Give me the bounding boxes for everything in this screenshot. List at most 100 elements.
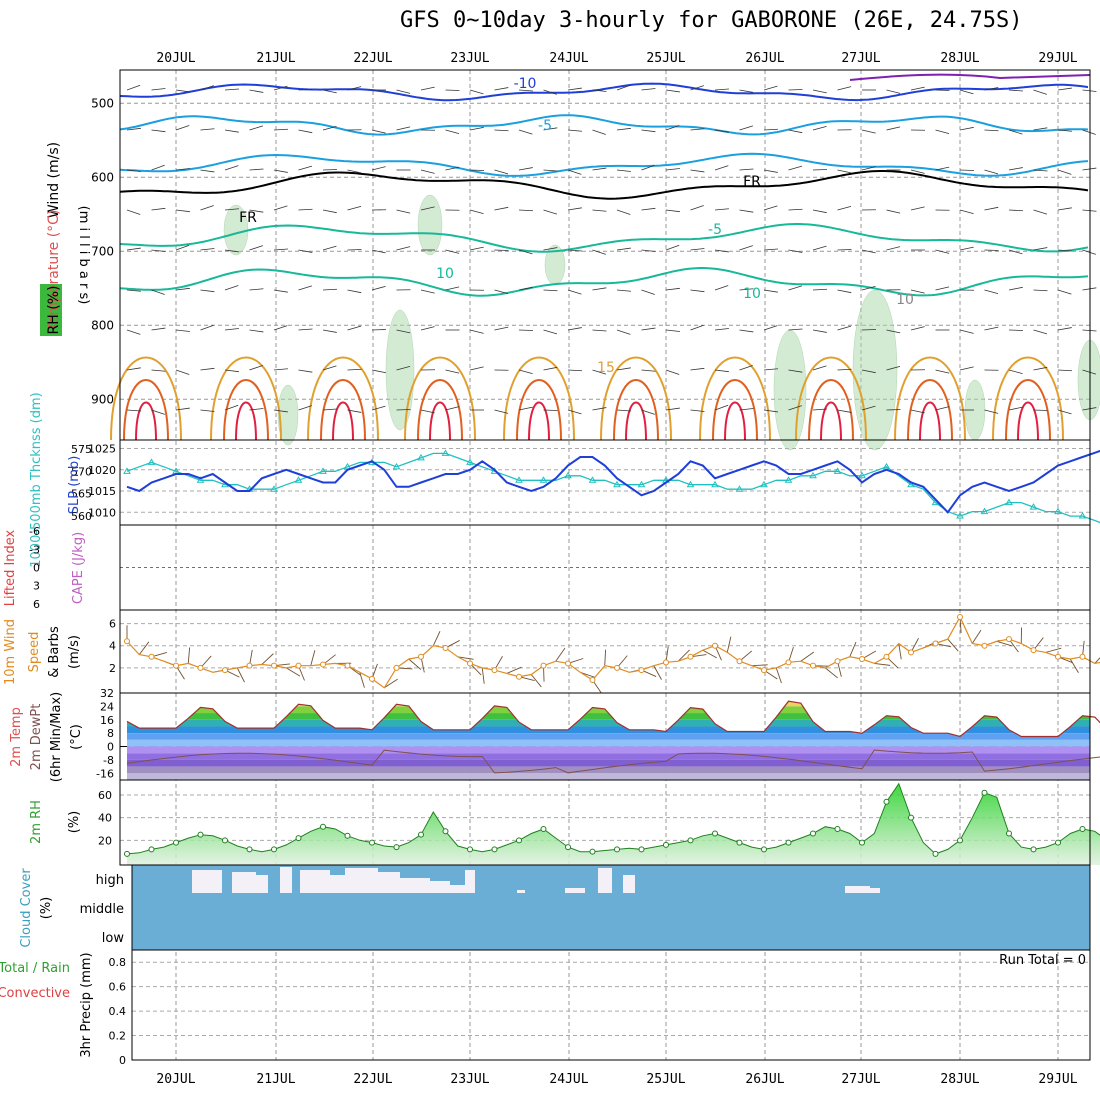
temp-band bbox=[127, 766, 1090, 774]
temp-contour-25 bbox=[528, 401, 550, 441]
label-cloud-unit: (%) bbox=[39, 897, 54, 920]
wind-barb bbox=[494, 87, 509, 91]
temp-contour-25 bbox=[919, 401, 941, 441]
thickness-tick: 570 bbox=[71, 465, 92, 478]
temp-contour-15 bbox=[110, 356, 182, 441]
wind-barb bbox=[763, 169, 778, 173]
wind-barb bbox=[959, 89, 974, 95]
wind-barb bbox=[886, 209, 901, 214]
label-speed: Speed bbox=[27, 632, 42, 673]
date-label-top: 22JUL bbox=[353, 51, 392, 66]
rh2m-line-marker bbox=[491, 846, 498, 853]
rh2m-line-marker bbox=[246, 846, 253, 853]
wind-barb bbox=[763, 368, 778, 371]
wind-tick: 2 bbox=[109, 662, 116, 675]
wind-barb bbox=[714, 208, 729, 211]
wind10-speed-line-marker bbox=[540, 662, 547, 669]
wind10-speed-line-marker bbox=[1006, 636, 1012, 643]
wind10-speed-line-marker bbox=[442, 644, 449, 651]
wind10-barb bbox=[310, 650, 316, 666]
wind-barb bbox=[420, 289, 435, 294]
rh-shading bbox=[277, 384, 299, 446]
label-barbs: & Barbs bbox=[47, 626, 62, 678]
wind-barb bbox=[1008, 167, 1023, 171]
wind10-speed-line-marker bbox=[932, 640, 939, 647]
wind-barb bbox=[126, 169, 141, 172]
rh2m-line-marker bbox=[271, 846, 277, 853]
rh-shading bbox=[852, 289, 898, 451]
wind10-speed-line-marker bbox=[859, 656, 865, 663]
wind-barb bbox=[273, 368, 288, 371]
wind-barb bbox=[371, 369, 386, 374]
wind-barb bbox=[812, 209, 827, 214]
wind-barb bbox=[984, 409, 999, 414]
thickness-line-marker bbox=[294, 476, 303, 483]
wind-barb bbox=[739, 168, 754, 171]
wind-barb bbox=[469, 126, 484, 131]
wind10-speed-line-marker bbox=[785, 659, 792, 666]
wind-barb bbox=[837, 205, 852, 211]
label-temperature: Temperature (°C) bbox=[46, 210, 62, 332]
wind-barb bbox=[739, 209, 754, 213]
wind-barb bbox=[567, 409, 582, 415]
wind-barb bbox=[910, 86, 925, 91]
thickness-line-marker bbox=[319, 467, 327, 474]
wind-barb bbox=[151, 129, 166, 133]
wind-barb bbox=[959, 246, 974, 251]
wind-barb bbox=[665, 89, 680, 93]
wind-barb bbox=[224, 249, 239, 253]
wind10-speed-line-marker bbox=[663, 659, 669, 666]
wind-barb bbox=[567, 169, 582, 175]
wind-barb bbox=[592, 129, 606, 135]
cloud-gap bbox=[465, 870, 475, 893]
wind-barb bbox=[935, 406, 950, 411]
wind-barb bbox=[641, 129, 656, 133]
wind-barb bbox=[322, 245, 337, 251]
panel-bg bbox=[120, 610, 1090, 693]
wind-barb bbox=[910, 206, 925, 211]
thickness-line-marker bbox=[809, 471, 817, 479]
temp-contour-15 bbox=[503, 356, 575, 441]
wind-barb bbox=[1033, 169, 1048, 172]
rh2m-line-marker bbox=[222, 837, 228, 844]
temp-contour-25 bbox=[135, 401, 157, 441]
pressure-tick: 800 bbox=[91, 318, 114, 332]
wind-barb bbox=[592, 89, 607, 92]
wind-barb bbox=[788, 285, 803, 291]
wind-barb bbox=[690, 205, 704, 211]
wind-barb bbox=[1033, 127, 1048, 131]
wind-barb bbox=[298, 328, 313, 331]
wind-barb bbox=[469, 209, 484, 215]
temp-band bbox=[127, 739, 1090, 747]
cloud-gap bbox=[450, 885, 465, 893]
wind-barb bbox=[886, 365, 901, 371]
label-rh: RH (%) bbox=[46, 286, 62, 335]
date-label-top: 28JUL bbox=[940, 51, 979, 66]
wind-barb bbox=[592, 249, 606, 255]
li-tick: 6 bbox=[33, 598, 40, 611]
wind-barb bbox=[543, 89, 557, 95]
wind10-speed-line-marker bbox=[124, 638, 130, 645]
wind-barb bbox=[396, 365, 411, 371]
label-thickness: 1000-500mb Thcknss (dm) bbox=[29, 392, 44, 567]
wind-barb bbox=[616, 209, 631, 215]
wind-barb bbox=[543, 329, 558, 335]
wind-barb bbox=[959, 329, 974, 334]
thickness-line-marker bbox=[784, 476, 793, 483]
wind-barb bbox=[861, 129, 876, 134]
wind-tick: 6 bbox=[109, 618, 116, 631]
cloud-gap bbox=[623, 875, 635, 893]
wind-barb bbox=[126, 127, 141, 131]
wind-barb bbox=[126, 84, 141, 91]
wind-barb bbox=[322, 89, 337, 94]
wind10-barb bbox=[555, 647, 566, 662]
wind-barb bbox=[298, 405, 312, 411]
wind-barb bbox=[543, 209, 558, 215]
wind-barb bbox=[1082, 89, 1097, 92]
wind-barb bbox=[273, 128, 289, 131]
wind10-barb bbox=[530, 674, 542, 688]
wind-barb bbox=[935, 286, 950, 291]
date-label-top: 24JUL bbox=[549, 51, 588, 66]
rh2m-line-marker bbox=[565, 844, 571, 851]
wind10-speed-line-marker bbox=[834, 658, 841, 665]
